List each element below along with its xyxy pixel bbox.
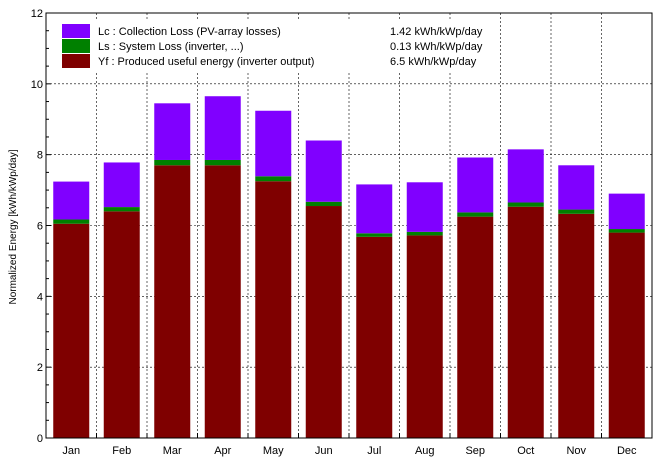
legend-value: 0.13 kWh/kWp/day bbox=[390, 41, 483, 53]
x-tick-label: May bbox=[263, 445, 284, 457]
bar-aug-series-2 bbox=[406, 182, 443, 232]
bar-may-series-2 bbox=[255, 110, 292, 177]
x-tick-label: Sep bbox=[465, 445, 485, 457]
bar-mar-series-2 bbox=[154, 103, 191, 160]
bar-jun-series-1 bbox=[305, 201, 342, 207]
bar-sep-series-1 bbox=[457, 212, 494, 217]
x-tick-label: Nov bbox=[566, 445, 586, 457]
bar-mar-series-0 bbox=[154, 165, 191, 438]
bar-dec-series-0 bbox=[608, 232, 645, 438]
bar-may-series-1 bbox=[255, 176, 292, 182]
x-tick-label: Mar bbox=[163, 445, 182, 457]
axis-ticks: 0 2 4 6 8 10 12 Jan Feb Mar Apr May Jun Jul Aug Sep Oct N… bbox=[31, 8, 637, 457]
x-tick-label: Jan bbox=[62, 445, 80, 457]
grid-lines bbox=[46, 13, 652, 438]
bar-nov-series-1 bbox=[558, 209, 595, 214]
bar-feb-series-1 bbox=[103, 207, 140, 212]
bar-sep-series-2 bbox=[457, 157, 494, 213]
bar-jan-series-0 bbox=[53, 223, 90, 438]
legend-value: 6.5 kWh/kWp/day bbox=[390, 56, 477, 68]
bar-jul-series-1 bbox=[356, 233, 393, 237]
bar-nov-series-0 bbox=[558, 213, 595, 438]
bar-oct-series-1 bbox=[507, 202, 544, 207]
bar-mar-series-1 bbox=[154, 159, 191, 166]
bar-aug-series-0 bbox=[406, 235, 443, 438]
bar-jan-series-2 bbox=[53, 181, 90, 220]
y-tick-label: 4 bbox=[37, 291, 43, 303]
bar-oct-series-2 bbox=[507, 149, 544, 203]
y-tick-label: 10 bbox=[31, 79, 43, 91]
y-axis-label: Normalized Energy [kWh/kWp/day] bbox=[8, 149, 19, 304]
legend-label: Yf : Produced useful energy (inverter ou… bbox=[98, 56, 314, 68]
legend-swatch bbox=[62, 54, 90, 68]
bar-feb-series-2 bbox=[103, 162, 140, 208]
y-tick-label: 12 bbox=[31, 8, 43, 20]
x-tick-label: Dec bbox=[617, 445, 637, 457]
bar-aug-series-1 bbox=[406, 231, 443, 236]
legend-label: Ls : System Loss (inverter, ...) bbox=[98, 41, 244, 53]
legend-value: 1.42 kWh/kWp/day bbox=[390, 26, 483, 38]
legend: Lc : Collection Loss (PV-array losses) 1.… bbox=[58, 20, 500, 73]
bar-nov-series-2 bbox=[558, 165, 595, 210]
x-tick-label: Oct bbox=[517, 445, 534, 457]
x-tick-label: Jun bbox=[315, 445, 333, 457]
legend-label: Lc : Collection Loss (PV-array losses) bbox=[98, 26, 281, 38]
bar-sep-series-0 bbox=[457, 216, 494, 438]
legend-swatch bbox=[62, 24, 90, 38]
bar-jun-series-2 bbox=[305, 140, 342, 202]
bar-feb-series-0 bbox=[103, 211, 140, 438]
bar-dec-series-1 bbox=[608, 229, 645, 233]
y-tick-label: 8 bbox=[37, 150, 43, 162]
x-tick-label: Apr bbox=[214, 445, 231, 457]
bar-apr-series-1 bbox=[204, 159, 241, 166]
bar-apr-series-0 bbox=[204, 165, 241, 438]
y-tick-label: 0 bbox=[37, 433, 43, 445]
y-tick-label: 2 bbox=[37, 362, 43, 374]
bar-apr-series-2 bbox=[204, 96, 241, 160]
bar-jun-series-0 bbox=[305, 206, 342, 438]
bar-oct-series-0 bbox=[507, 206, 544, 438]
bar-jan-series-1 bbox=[53, 219, 90, 224]
legend-swatch bbox=[62, 39, 90, 53]
bars bbox=[53, 96, 645, 438]
bar-may-series-0 bbox=[255, 181, 292, 438]
bar-dec-series-2 bbox=[608, 193, 645, 230]
bar-jul-series-0 bbox=[356, 236, 393, 438]
legend-background bbox=[58, 20, 500, 73]
x-tick-label: Feb bbox=[112, 445, 131, 457]
y-tick-label: 6 bbox=[37, 221, 43, 233]
x-tick-label: Aug bbox=[415, 445, 435, 457]
x-tick-label: Jul bbox=[367, 445, 381, 457]
bar-jul-series-2 bbox=[356, 184, 393, 234]
